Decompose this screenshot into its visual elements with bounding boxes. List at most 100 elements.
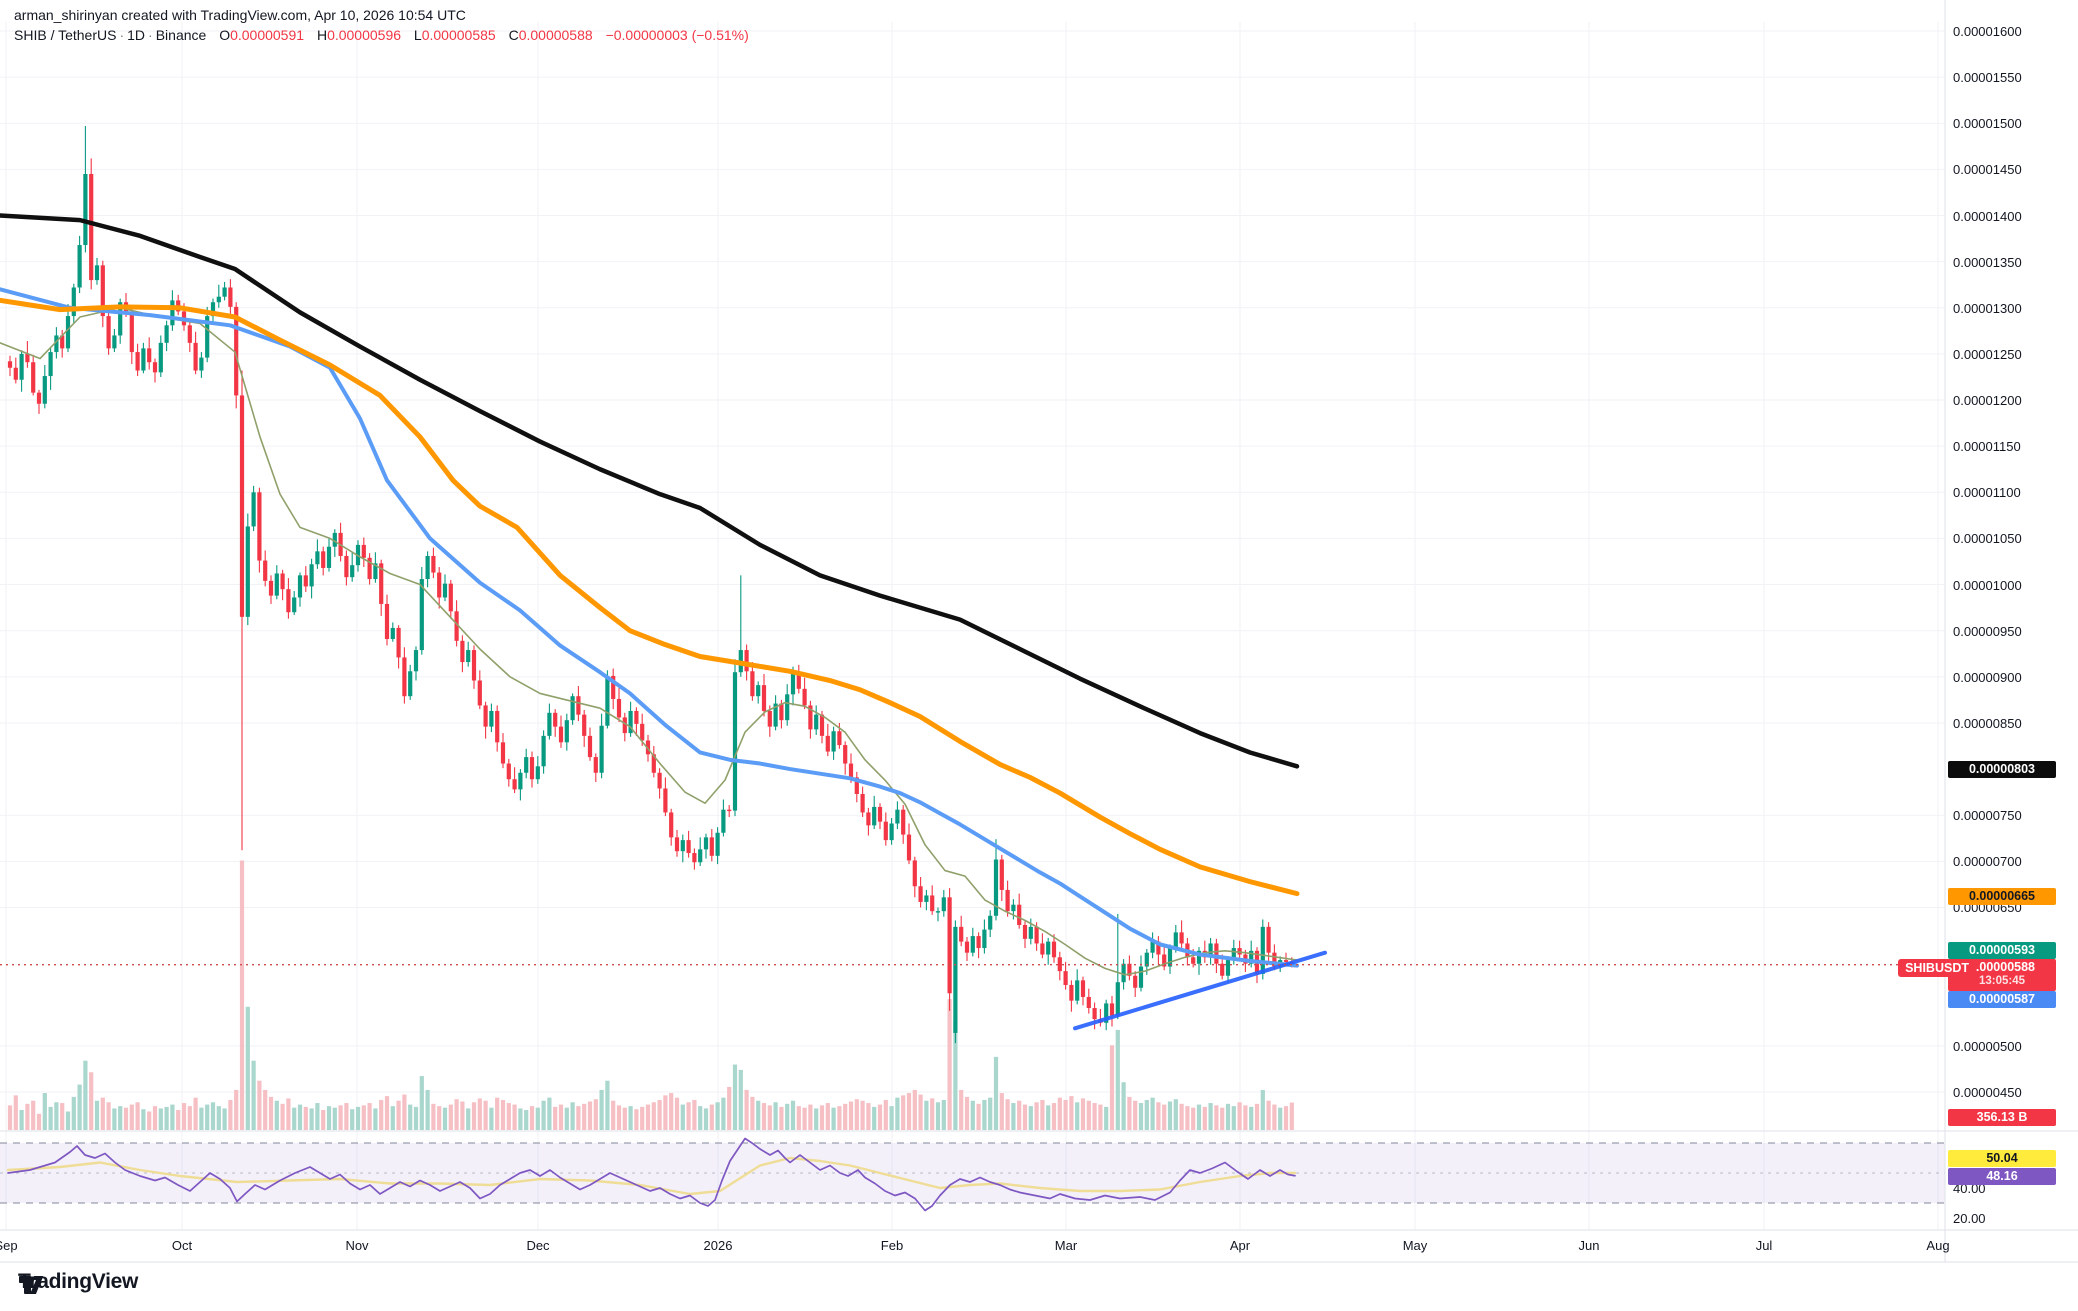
volume-bar (848, 1101, 854, 1130)
volume-bar (205, 1104, 210, 1130)
candle-body (1220, 963, 1225, 976)
volume-bar (976, 1103, 981, 1130)
candle-body (268, 580, 274, 596)
candle-body (535, 766, 540, 780)
volume-bar (147, 1111, 152, 1130)
volume-bar (1127, 1096, 1132, 1130)
volume-bar (1202, 1106, 1207, 1130)
candle-body (419, 579, 424, 651)
volume-bar (541, 1100, 546, 1130)
volume-bar (1220, 1107, 1225, 1130)
candle-body (506, 763, 511, 780)
candle-body (234, 306, 239, 396)
candle-body (1272, 952, 1277, 967)
candle-body (779, 703, 784, 721)
candle-body (564, 720, 569, 743)
candle-body (1121, 963, 1126, 983)
candle-body (1266, 926, 1271, 953)
candle-body (100, 265, 105, 317)
open-value: O0.00000591 (219, 27, 305, 43)
candle-body (669, 812, 674, 838)
volume-bar (19, 1109, 24, 1130)
candle-body (471, 650, 477, 681)
candle-body (872, 806, 877, 826)
volume-bar (48, 1106, 53, 1130)
volume-bar (553, 1106, 558, 1130)
candle-body (228, 287, 233, 307)
volume-bar (814, 1108, 819, 1130)
candle-body (1034, 926, 1039, 944)
candle-body (761, 685, 767, 711)
volume-bar (460, 1101, 465, 1130)
price-tick-label: 0.00000750 (1953, 808, 2022, 824)
price-tick-label: 0.00001200 (1953, 393, 2022, 409)
volume-bar (100, 1097, 105, 1130)
tradingview-logo[interactable]: TradingView (18, 1270, 138, 1294)
candle-body (634, 710, 639, 724)
month-label: Nov (345, 1238, 369, 1253)
volume-bar (1080, 1098, 1086, 1130)
candle-body (1173, 932, 1178, 949)
candle-body (292, 597, 297, 613)
volume-bar (228, 1099, 233, 1130)
candle-body (1057, 957, 1062, 972)
candle-body (976, 936, 981, 949)
candle-body (651, 754, 656, 773)
volume-bar (622, 1107, 627, 1130)
volume-bar (1040, 1099, 1045, 1130)
candle-body (170, 300, 175, 326)
volume-bar (982, 1099, 987, 1130)
volume-bar (524, 1109, 529, 1130)
volume-bar (1011, 1103, 1016, 1130)
volume-bar (466, 1108, 471, 1130)
candle-body (373, 563, 378, 580)
candle-body (384, 603, 390, 639)
volume-bar (1272, 1104, 1277, 1130)
rsi-band (0, 1143, 1945, 1203)
symbol-title[interactable]: SHIB / TetherUS · 1D · Binance (14, 27, 207, 43)
volume-bar (657, 1099, 662, 1130)
volume-bar (187, 1106, 192, 1130)
candle-body (582, 714, 587, 736)
candle-body (814, 714, 819, 730)
candle-body (379, 563, 384, 604)
volume-bar (471, 1102, 477, 1130)
ma200-price-label: 0.00000803 (1948, 761, 2056, 778)
volume-bar (825, 1103, 830, 1130)
volume-bar (36, 1113, 42, 1130)
candle-body (1092, 1008, 1097, 1020)
volume-bar (297, 1104, 303, 1130)
volume-bar (692, 1099, 697, 1130)
volume-bar (1034, 1102, 1039, 1130)
candle-body (1138, 966, 1144, 988)
candle-body (593, 757, 598, 773)
volume-bar (640, 1106, 645, 1130)
volume-bar (988, 1097, 993, 1130)
volume-bar (1225, 1103, 1231, 1130)
volume-bar (1249, 1106, 1254, 1130)
volume-bar (1051, 1103, 1057, 1130)
price-tick-label: 0.00001000 (1953, 577, 2022, 593)
volume-bar (703, 1108, 709, 1130)
volume-bar (431, 1103, 436, 1130)
volume-bar (895, 1097, 900, 1130)
volume-bar (912, 1089, 917, 1130)
candle-body (303, 575, 308, 587)
candle-body (628, 710, 633, 734)
trendline[interactable] (1073, 950, 1327, 1031)
candle-body (680, 840, 685, 852)
candle-body (408, 671, 413, 697)
candle-body (48, 352, 53, 377)
candle-body (1144, 952, 1149, 967)
candle-body (750, 671, 755, 697)
volume-bar (94, 1100, 100, 1130)
candle-body (31, 362, 36, 393)
volume-bar (1069, 1096, 1074, 1130)
candle-body (732, 672, 738, 811)
volume-bar (1243, 1105, 1248, 1130)
candle-body (982, 929, 987, 949)
volume-bar (303, 1106, 308, 1130)
volume-bar (448, 1104, 453, 1130)
candle-body (767, 710, 772, 727)
